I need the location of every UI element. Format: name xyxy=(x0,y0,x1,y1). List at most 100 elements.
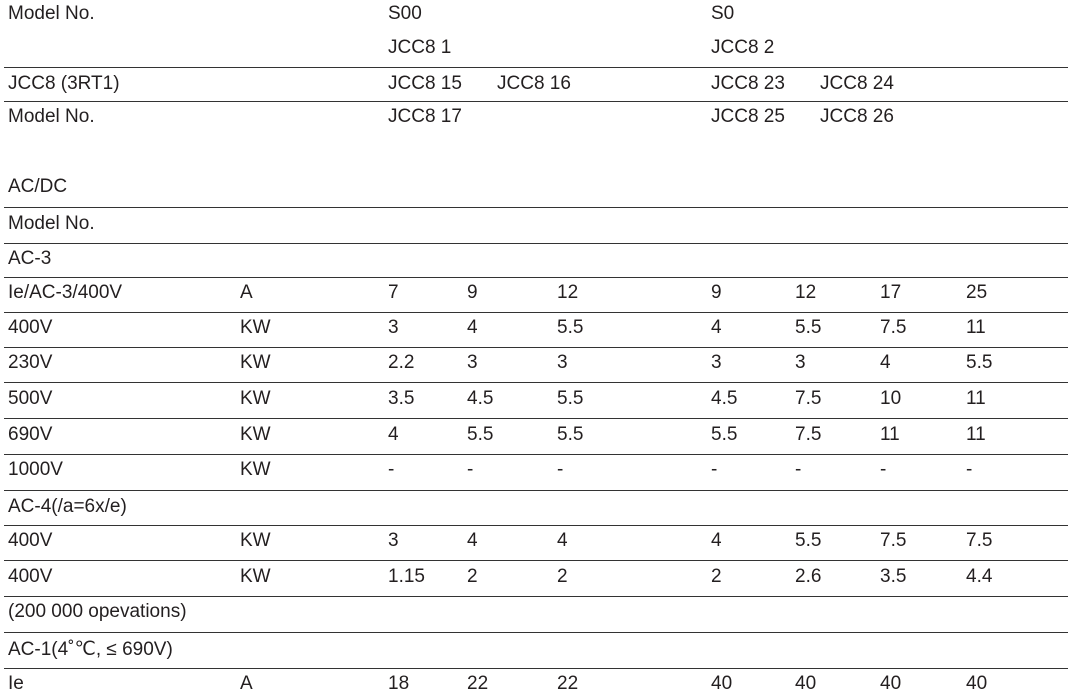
value-cell: 5.5 xyxy=(557,388,584,409)
value-cell: 40 xyxy=(880,673,902,694)
unit-cell: KW xyxy=(240,459,271,480)
value-cell: 9 xyxy=(467,282,478,303)
row-rule xyxy=(4,560,1068,561)
value-cell: 4 xyxy=(557,530,568,551)
model-cell: JCC8 1 xyxy=(388,37,452,58)
row-label: AC/DC xyxy=(8,176,68,197)
value-cell: 40 xyxy=(711,673,733,694)
value-cell: 25 xyxy=(966,282,988,303)
row-rule xyxy=(4,490,1068,491)
value-cell: 3 xyxy=(467,352,478,373)
value-cell: 4 xyxy=(711,530,722,551)
model-cell: JCC8 16 xyxy=(497,73,571,94)
value-cell: 5.5 xyxy=(711,424,738,445)
value-cell: 10 xyxy=(880,388,902,409)
row-label: JCC8 (3RT1) xyxy=(8,73,120,94)
model-cell: JCC8 24 xyxy=(820,73,894,94)
row-label: AC-4(/a=6x/e) xyxy=(8,496,127,517)
unit-cell: A xyxy=(240,282,253,303)
row-rule xyxy=(4,525,1068,526)
value-cell: 4 xyxy=(467,530,478,551)
row-rule xyxy=(4,243,1068,244)
value-cell: 7.5 xyxy=(795,388,822,409)
value-cell: 3 xyxy=(557,352,568,373)
row-label: 1000V xyxy=(8,459,63,480)
value-cell: - xyxy=(557,459,564,480)
value-cell: 40 xyxy=(795,673,817,694)
value-cell: 3.5 xyxy=(388,388,415,409)
value-cell: - xyxy=(966,459,973,480)
row-label: Ie/AC-3/400V xyxy=(8,282,123,303)
unit-cell: A xyxy=(240,673,253,694)
row-rule xyxy=(4,596,1068,597)
row-rule xyxy=(4,418,1068,419)
value-cell: 5.5 xyxy=(966,352,993,373)
model-cell: S0 xyxy=(711,3,735,24)
value-cell: 12 xyxy=(795,282,817,303)
value-cell: - xyxy=(880,459,887,480)
model-cell: JCC8 2 xyxy=(711,37,775,58)
row-rule xyxy=(4,101,1068,102)
value-cell: 7.5 xyxy=(795,424,822,445)
row-rule xyxy=(4,382,1068,383)
value-cell: 5.5 xyxy=(557,317,584,338)
model-cell: JCC8 23 xyxy=(711,73,785,94)
row-label: 400V xyxy=(8,566,53,587)
model-cell: JCC8 26 xyxy=(820,106,894,127)
row-label: Model No. xyxy=(8,106,95,127)
row-rule xyxy=(4,67,1068,68)
value-cell: 11 xyxy=(966,317,986,338)
value-cell: 4 xyxy=(388,424,399,445)
unit-cell: KW xyxy=(240,424,271,445)
model-cell: JCC8 15 xyxy=(388,73,462,94)
value-cell: 11 xyxy=(966,424,986,445)
value-cell: 3 xyxy=(388,317,399,338)
value-cell: 7.5 xyxy=(880,530,907,551)
value-cell: 2.2 xyxy=(388,352,415,373)
value-cell: 7 xyxy=(388,282,399,303)
value-cell: 7.5 xyxy=(880,317,907,338)
model-cell: S00 xyxy=(388,3,422,24)
row-rule xyxy=(4,454,1068,455)
value-cell: - xyxy=(467,459,474,480)
row-label: 690V xyxy=(8,424,53,445)
row-label: Model No. xyxy=(8,3,95,24)
row-rule xyxy=(4,207,1068,208)
model-cell: JCC8 17 xyxy=(388,106,462,127)
row-rule xyxy=(4,277,1068,278)
unit-cell: KW xyxy=(240,317,271,338)
row-label: AC-1(4˚℃, ≤ 690V) xyxy=(8,639,173,660)
row-label: Ie xyxy=(8,673,24,694)
value-cell: 11 xyxy=(880,424,900,445)
row-label: Model No. xyxy=(8,213,95,234)
value-cell: - xyxy=(711,459,718,480)
row-label: AC-3 xyxy=(8,248,52,269)
value-cell: 2 xyxy=(467,566,478,587)
row-label: 500V xyxy=(8,388,53,409)
value-cell: 7.5 xyxy=(966,530,993,551)
value-cell: 18 xyxy=(388,673,410,694)
row-label: (200 000 opevations) xyxy=(8,601,187,622)
value-cell: 5.5 xyxy=(795,530,822,551)
value-cell: 5.5 xyxy=(467,424,494,445)
unit-cell: KW xyxy=(240,388,271,409)
value-cell: 4 xyxy=(880,352,891,373)
row-label: 400V xyxy=(8,530,53,551)
value-cell: 4.4 xyxy=(966,566,993,587)
value-cell: 5.5 xyxy=(795,317,822,338)
value-cell: 12 xyxy=(557,282,579,303)
value-cell: 2 xyxy=(711,566,722,587)
value-cell: 40 xyxy=(966,673,988,694)
value-cell: 17 xyxy=(880,282,902,303)
row-rule xyxy=(4,668,1068,669)
value-cell: 2.6 xyxy=(795,566,822,587)
value-cell: 22 xyxy=(557,673,579,694)
value-cell: 5.5 xyxy=(557,424,584,445)
row-label: 400V xyxy=(8,317,53,338)
value-cell: 11 xyxy=(966,388,986,409)
value-cell: 22 xyxy=(467,673,489,694)
row-rule xyxy=(4,632,1068,633)
value-cell: 3.5 xyxy=(880,566,907,587)
unit-cell: KW xyxy=(240,530,271,551)
